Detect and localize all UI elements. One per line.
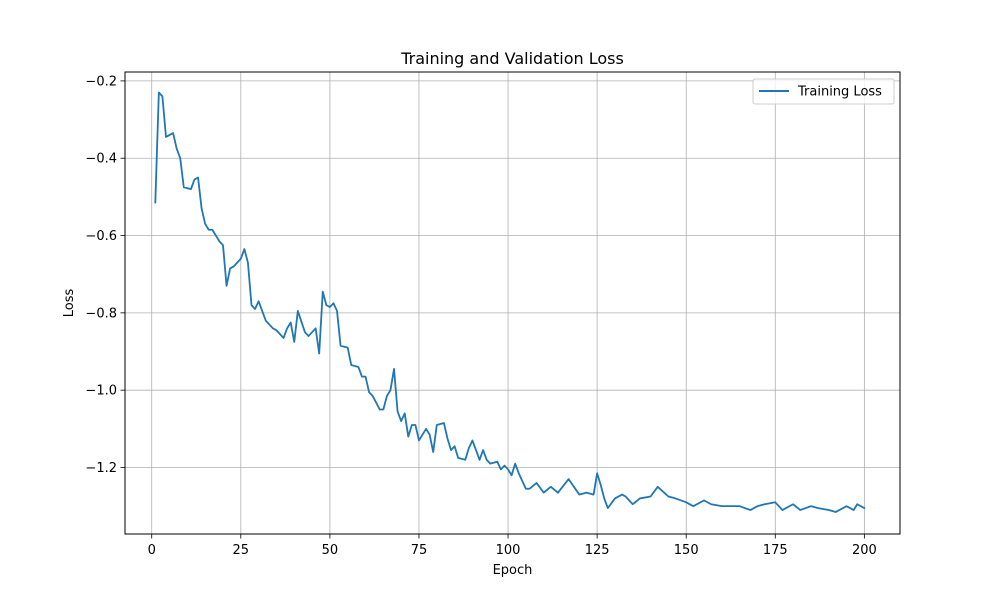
y-tick-label: −0.6 xyxy=(85,229,117,244)
x-tick-label: 50 xyxy=(322,543,339,558)
legend-label-training-loss: Training Loss xyxy=(797,85,882,100)
x-tick-label: 150 xyxy=(674,543,699,558)
x-axis-label: Epoch xyxy=(493,563,533,578)
x-axis-ticks: 0 25 50 75 100 125 150 175 200 xyxy=(148,534,877,558)
series-layer xyxy=(154,91,866,513)
legend-box xyxy=(752,78,895,105)
grid xyxy=(125,72,900,534)
series-line-training-loss xyxy=(154,91,866,513)
x-tick-label: 75 xyxy=(411,543,428,558)
plot-area xyxy=(125,72,900,534)
y-tick-label: −1.2 xyxy=(85,461,117,476)
chart-title: Training and Validation Loss xyxy=(400,49,624,68)
plot-frame xyxy=(124,71,901,535)
x-tick-label: 125 xyxy=(585,543,610,558)
y-axis-label: Loss xyxy=(62,289,77,318)
y-tick-label: −0.8 xyxy=(85,306,117,321)
y-axis-ticks: −1.2 −1.0 −0.8 −0.6 −0.4 −0.2 xyxy=(85,74,125,476)
y-tick-label: −1.0 xyxy=(85,384,117,399)
x-tick-label: 0 xyxy=(148,543,156,558)
x-tick-label: 200 xyxy=(852,543,877,558)
x-tick-label: 175 xyxy=(763,543,788,558)
x-tick-label: 100 xyxy=(496,543,521,558)
y-tick-label: −0.2 xyxy=(85,74,117,89)
x-tick-label: 25 xyxy=(233,543,250,558)
legend: Training Loss xyxy=(752,78,895,105)
y-tick-label: −0.4 xyxy=(85,152,117,167)
